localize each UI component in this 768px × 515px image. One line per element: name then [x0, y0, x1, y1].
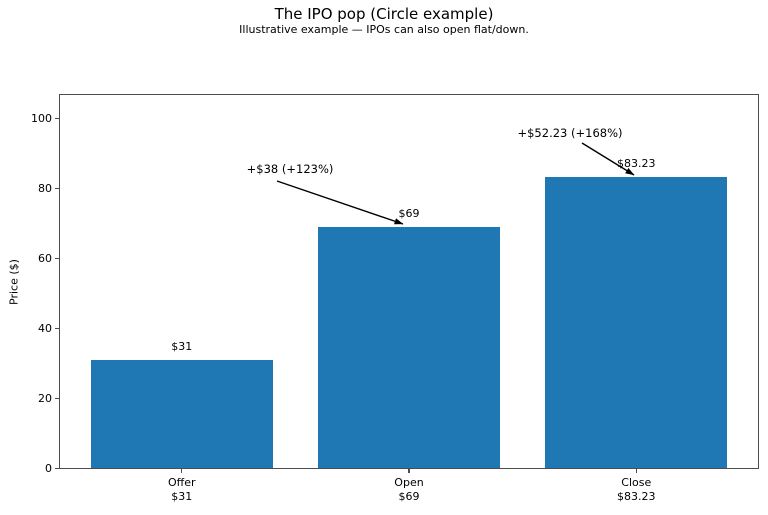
annotation-arrow: [276, 180, 404, 225]
y-tick-label: 40: [38, 321, 52, 335]
bar-value-label: $69: [398, 207, 420, 220]
x-tick-label-line: Offer: [167, 475, 196, 489]
x-tick-label-line: $83.23: [617, 489, 656, 503]
y-tick-mark: [55, 187, 59, 190]
y-tick-label: 0: [45, 461, 52, 475]
bar-offer: [90, 360, 273, 469]
bar-open: [318, 227, 500, 469]
bar-value-label: $31: [171, 340, 193, 353]
x-tick-mark: [635, 469, 637, 473]
y-tick-label: 20: [38, 391, 52, 405]
x-tick-label-line: Close: [621, 475, 652, 489]
x-tick-label: Offer $31: [168, 476, 196, 504]
x-tick-label: Open $69: [394, 476, 423, 504]
y-tick-label: 60: [38, 251, 52, 265]
y-tick-mark: [55, 397, 59, 400]
x-tick-label-line: Open: [394, 475, 424, 489]
y-tick-mark: [55, 257, 59, 260]
bar-close: [545, 177, 728, 469]
annotation-text: +$52.23 (+168%): [517, 126, 623, 140]
y-tick-mark: [55, 327, 59, 330]
y-tick-label: 80: [38, 181, 52, 195]
y-tick-mark: [55, 117, 59, 120]
x-tick-mark: [181, 469, 183, 473]
x-tick-label: Close $83.23: [617, 476, 656, 504]
bar-value-label: $83.23: [617, 157, 656, 171]
x-tick-label-line: $31: [171, 489, 193, 503]
y-axis-label: Price ($): [7, 259, 21, 305]
annotation-text: +$38 (+123%): [246, 162, 334, 176]
chart-subtitle: Illustrative example — IPOs can also ope…: [239, 23, 529, 36]
x-tick-label-line: $69: [398, 489, 420, 503]
y-tick-label: 100: [31, 111, 52, 125]
x-tick-mark: [408, 469, 410, 473]
chart-title: The IPO pop (Circle example): [274, 5, 494, 23]
y-tick-mark: [55, 467, 59, 470]
